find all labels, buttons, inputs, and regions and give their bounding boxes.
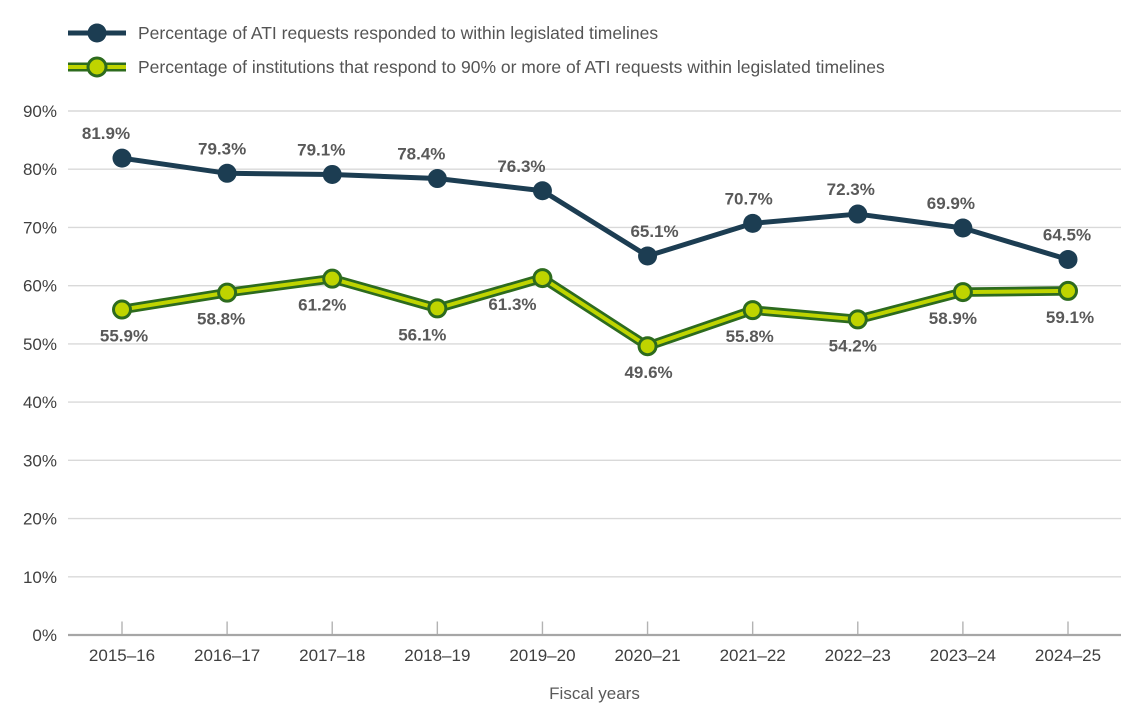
data-point — [638, 246, 658, 266]
data-label: 64.5% — [1043, 225, 1091, 244]
y-axis-label: 60% — [23, 277, 57, 296]
data-label: 49.6% — [624, 363, 672, 382]
data-point — [848, 204, 868, 224]
legend-label-ati-requests: Percentage of ATI requests responded to … — [138, 22, 659, 43]
series-line — [119, 155, 1071, 262]
x-axis-label: 2016–17 — [194, 646, 260, 665]
data-label: 55.8% — [726, 327, 774, 346]
data-point — [952, 282, 973, 303]
data-point — [847, 309, 868, 330]
chart-legend: Percentage of ATI requests responded to … — [66, 19, 885, 81]
y-axis-label: 70% — [23, 218, 57, 237]
y-axis-label: 80% — [23, 160, 57, 179]
data-point — [742, 300, 763, 321]
data-label: 76.3% — [497, 157, 545, 176]
data-point — [217, 163, 237, 183]
data-label: 54.2% — [829, 336, 877, 355]
x-axis-title: Fiscal years — [549, 684, 640, 703]
data-label: 78.4% — [397, 145, 445, 164]
data-point — [427, 169, 447, 189]
data-point — [532, 268, 553, 289]
x-axis-label: 2023–24 — [930, 646, 996, 665]
series-line — [120, 276, 1070, 349]
y-axis-label: 90% — [23, 102, 57, 121]
data-point — [743, 213, 763, 233]
legend-item-institutions: Percentage of institutions that respond … — [66, 53, 885, 81]
data-label: 58.9% — [929, 309, 977, 328]
y-axis-label: 20% — [23, 510, 57, 529]
x-axis-label: 2021–22 — [720, 646, 786, 665]
data-point — [637, 336, 658, 357]
data-label: 65.1% — [630, 222, 678, 241]
data-label: 61.3% — [488, 295, 536, 314]
x-axis-label: 2019–20 — [509, 646, 575, 665]
data-point — [322, 268, 343, 289]
y-axis-label: 30% — [23, 451, 57, 470]
data-point — [1058, 280, 1078, 301]
x-axis-label: 2022–23 — [825, 646, 891, 665]
x-axis-label: 2020–21 — [614, 646, 680, 665]
x-axis-label: 2024–25 — [1035, 646, 1101, 665]
legend-line-marker-icon — [68, 56, 126, 78]
x-axis-label: 2017–18 — [299, 646, 365, 665]
data-label: 55.9% — [100, 327, 148, 346]
data-point — [112, 148, 132, 168]
data-label: 69.9% — [927, 194, 975, 213]
data-point — [322, 164, 342, 184]
data-point — [217, 282, 238, 303]
y-axis-label: 50% — [23, 335, 57, 354]
data-point — [1058, 249, 1078, 269]
x-axis-label: 2015–16 — [89, 646, 155, 665]
y-axis-label: 0% — [32, 626, 57, 645]
data-label: 72.3% — [827, 180, 875, 199]
x-axis-label: 2018–19 — [404, 646, 470, 665]
data-label: 56.1% — [398, 325, 446, 344]
data-label: 70.7% — [725, 189, 773, 208]
y-axis-label: 10% — [23, 568, 57, 587]
data-point — [953, 218, 973, 238]
data-label: 81.9% — [82, 124, 130, 143]
data-point — [427, 298, 448, 319]
data-label: 79.3% — [198, 139, 246, 158]
data-label: 58.8% — [197, 310, 245, 329]
legend-label-institutions: Percentage of institutions that respond … — [138, 56, 885, 77]
data-label: 79.1% — [297, 140, 345, 159]
data-point — [112, 299, 132, 320]
data-point — [532, 181, 552, 201]
legend-line-marker-icon — [68, 23, 126, 43]
data-label: 59.1% — [1046, 308, 1094, 327]
legend-item-ati-requests: Percentage of ATI requests responded to … — [66, 19, 885, 47]
y-axis-label: 40% — [23, 393, 57, 412]
data-label: 61.2% — [298, 296, 346, 315]
